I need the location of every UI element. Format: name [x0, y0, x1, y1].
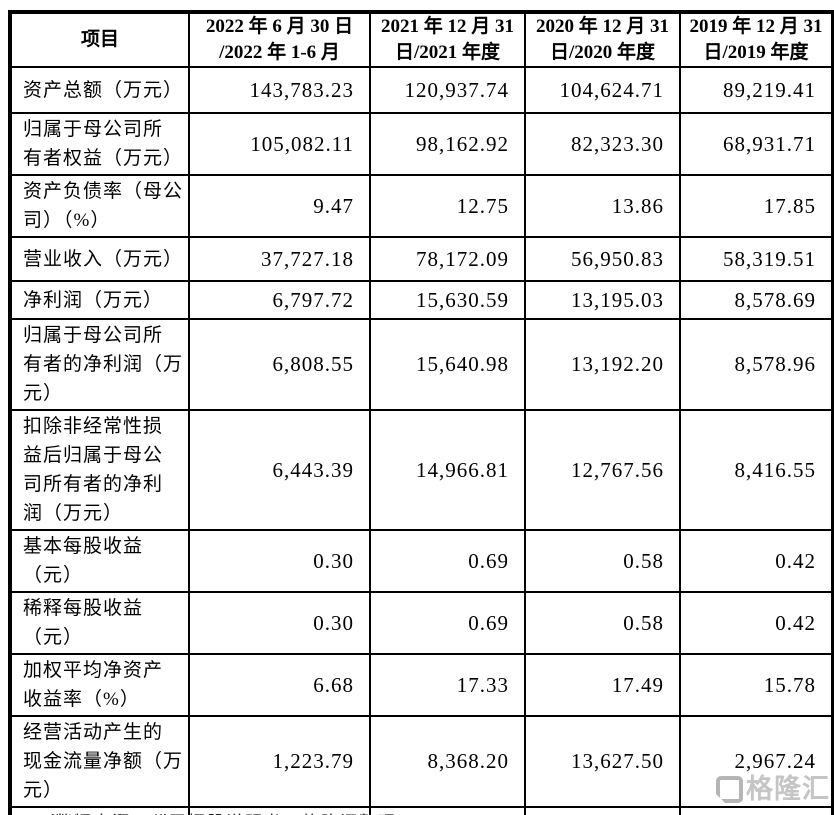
row-label-cell: 资产总额（万元） — [9, 66, 190, 114]
value-cell-2020: 13.86 — [524, 174, 681, 238]
value-cell-2019: 89,219.41 — [679, 66, 834, 114]
value-cell-2020: 13,192.20 — [524, 318, 681, 411]
value-cell-2021: 15,630.59 — [369, 280, 526, 320]
row-label-cell: 扣除非经常性损 益后归属于母公 司所有者的净利 润（万元） — [9, 409, 190, 531]
row-label-cell: 资产负债率（母公 司）（%） — [9, 174, 190, 238]
value-cell-2020: 56,950.83 — [524, 236, 681, 282]
value-cell-2022: 1,223.79 — [188, 715, 371, 808]
value-cell-2020: 12,767.56 — [524, 409, 681, 531]
header-cell-item: 项目 — [9, 11, 190, 68]
value-cell-2019: 17.85 — [679, 174, 834, 238]
value-cell-2022: 9.47 — [188, 174, 371, 238]
financial-indicators-table: 项目 2022 年 6 月 30 日 /2022 年 1-6 月 2021 年 … — [8, 10, 834, 815]
header-cell-period-2021: 2021 年 12 月 31 日/2021 年度 — [369, 11, 526, 68]
header-row: 项目 2022 年 6 月 30 日 /2022 年 1-6 月 2021 年 … — [9, 11, 834, 68]
table-row: 资产负债率（母公 司）（%） 9.47 12.75 13.86 17.85 — [9, 174, 834, 238]
value-cell-2019: 15.78 — [679, 653, 834, 717]
value-cell-2022: 6.68 — [188, 653, 371, 717]
table-row: 净利润（万元） 6,797.72 15,630.59 13,195.03 8,5… — [9, 280, 834, 320]
value-cell-2022: 6,797.72 — [188, 280, 371, 320]
value-cell-2022: 37,727.18 — [188, 236, 371, 282]
table-row: 归属于母公司所 有者的净利润（万 元） 6,808.55 15,640.98 1… — [9, 318, 834, 411]
value-cell-2020: 0.58 — [524, 529, 681, 593]
value-cell-2022: - — [188, 806, 371, 815]
value-cell-2022: 0.30 — [188, 529, 371, 593]
value-cell-2022: 0.30 — [188, 591, 371, 655]
row-label-cell: 基本每股收益 （元） — [9, 529, 190, 593]
table-row: 经营活动产生的 现金流量净额（万 元） 1,223.79 8,368.20 13… — [9, 715, 834, 808]
value-cell-2020: 17.49 — [524, 653, 681, 717]
value-cell-2021: 0.69 — [369, 529, 526, 593]
table-header: 项目 2022 年 6 月 30 日 /2022 年 1-6 月 2021 年 … — [9, 11, 834, 68]
value-cell-2020: 13,195.03 — [524, 280, 681, 320]
table-row: 现金分红（万元） - - - - — [9, 806, 834, 815]
row-label-cell: 净利润（万元） — [9, 280, 190, 320]
value-cell-2021: 0.69 — [369, 591, 526, 655]
value-cell-2019: 8,578.96 — [679, 318, 834, 411]
value-cell-2022: 143,783.23 — [188, 66, 371, 114]
value-cell-2019: 8,578.69 — [679, 280, 834, 320]
row-label-cell: 归属于母公司所 有者权益（万元） — [9, 112, 190, 176]
row-label-cell: 归属于母公司所 有者的净利润（万 元） — [9, 318, 190, 411]
value-cell-2020: - — [524, 806, 681, 815]
row-label-cell: 经营活动产生的 现金流量净额（万 元） — [9, 715, 190, 808]
row-label-cell: 加权平均净资产 收益率（%） — [9, 653, 190, 717]
table-row: 资产总额（万元） 143,783.23 120,937.74 104,624.7… — [9, 66, 834, 114]
value-cell-2021: 120,937.74 — [369, 66, 526, 114]
table-row: 稀释每股收益 （元） 0.30 0.69 0.58 0.42 — [9, 591, 834, 655]
value-cell-2021: 15,640.98 — [369, 318, 526, 411]
value-cell-2022: 6,443.39 — [188, 409, 371, 531]
row-label-cell: 营业收入（万元） — [9, 236, 190, 282]
value-cell-2021: 17.33 — [369, 653, 526, 717]
value-cell-2022: 105,082.11 — [188, 112, 371, 176]
header-cell-period-2022: 2022 年 6 月 30 日 /2022 年 1-6 月 — [188, 11, 371, 68]
value-cell-2020: 13,627.50 — [524, 715, 681, 808]
value-cell-2019: 0.42 — [679, 591, 834, 655]
value-cell-2020: 82,323.30 — [524, 112, 681, 176]
row-label-cell: 稀释每股收益 （元） — [9, 591, 190, 655]
table-row: 基本每股收益 （元） 0.30 0.69 0.58 0.42 — [9, 529, 834, 593]
value-cell-2021: 78,172.09 — [369, 236, 526, 282]
value-cell-2019: - — [679, 806, 834, 815]
clipped-caption-fragment: 数据来源：公司招股说明书，格隆汇整理 — [55, 808, 397, 815]
table-row: 归属于母公司所 有者权益（万元） 105,082.11 98,162.92 82… — [9, 112, 834, 176]
value-cell-2022: 6,808.55 — [188, 318, 371, 411]
header-cell-period-2019: 2019 年 12 月 31 日/2019 年度 — [679, 11, 834, 68]
value-cell-2021: 98,162.92 — [369, 112, 526, 176]
value-cell-2019: 58,319.51 — [679, 236, 834, 282]
value-cell-2020: 0.58 — [524, 591, 681, 655]
value-cell-2021: 8,368.20 — [369, 715, 526, 808]
table-row: 加权平均净资产 收益率（%） 6.68 17.33 17.49 15.78 — [9, 653, 834, 717]
header-cell-period-2020: 2020 年 12 月 31 日/2020 年度 — [524, 11, 681, 68]
value-cell-2019: 68,931.71 — [679, 112, 834, 176]
value-cell-2021: 12.75 — [369, 174, 526, 238]
value-cell-2019: 2,967.24 — [679, 715, 834, 808]
table-row: 营业收入（万元） 37,727.18 78,172.09 56,950.83 5… — [9, 236, 834, 282]
value-cell-2019: 8,416.55 — [679, 409, 834, 531]
table-body: 资产总额（万元） 143,783.23 120,937.74 104,624.7… — [9, 66, 834, 815]
value-cell-2019: 0.42 — [679, 529, 834, 593]
table-row: 扣除非经常性损 益后归属于母公 司所有者的净利 润（万元） 6,443.39 1… — [9, 409, 834, 531]
value-cell-2020: 104,624.71 — [524, 66, 681, 114]
value-cell-2021: 14,966.81 — [369, 409, 526, 531]
value-cell-2021: - — [369, 806, 526, 815]
